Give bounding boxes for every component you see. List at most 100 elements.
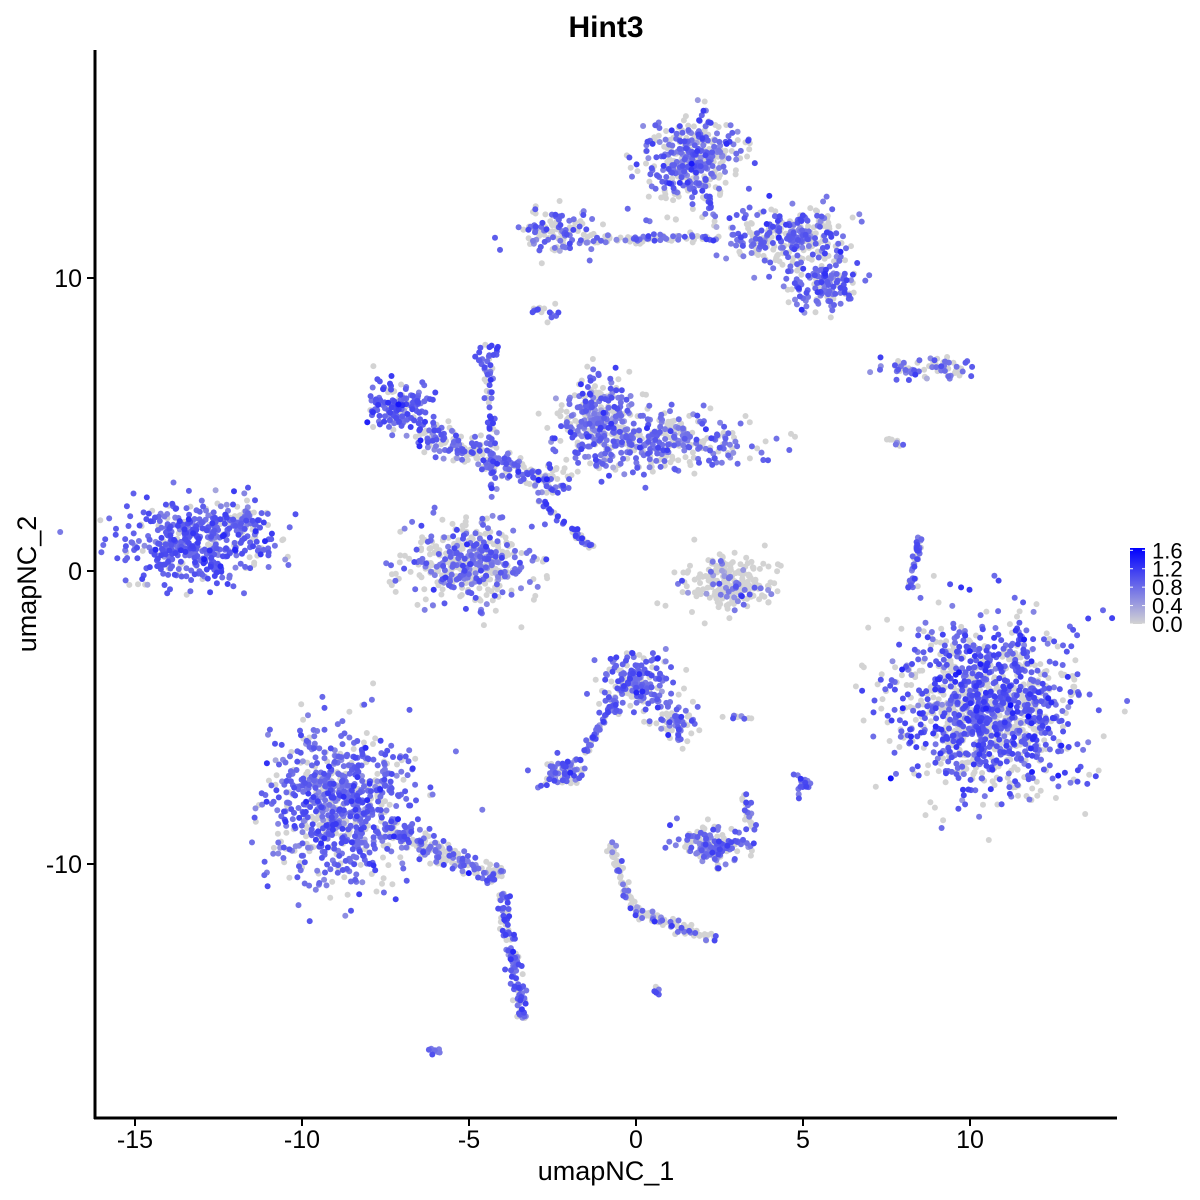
point bbox=[488, 562, 495, 569]
point bbox=[246, 554, 253, 561]
point bbox=[619, 418, 626, 425]
point bbox=[250, 509, 257, 516]
point bbox=[657, 237, 664, 244]
point bbox=[1121, 708, 1128, 715]
point bbox=[461, 848, 468, 855]
point bbox=[205, 541, 211, 548]
point bbox=[751, 274, 758, 281]
point bbox=[1007, 642, 1014, 649]
point bbox=[557, 413, 564, 420]
point bbox=[725, 452, 732, 459]
point bbox=[584, 363, 591, 370]
point bbox=[283, 829, 290, 836]
point bbox=[581, 765, 588, 772]
point bbox=[1082, 811, 1089, 817]
point bbox=[668, 401, 675, 408]
point bbox=[583, 239, 590, 246]
point bbox=[305, 844, 311, 851]
point bbox=[886, 738, 893, 744]
point bbox=[494, 586, 501, 593]
point bbox=[785, 299, 792, 306]
point bbox=[915, 656, 922, 663]
point bbox=[664, 703, 671, 710]
point bbox=[532, 210, 539, 217]
point bbox=[649, 908, 656, 915]
point bbox=[285, 772, 292, 779]
point bbox=[592, 676, 599, 683]
point bbox=[956, 372, 963, 379]
point bbox=[860, 664, 867, 671]
point bbox=[671, 569, 678, 576]
point bbox=[768, 591, 775, 598]
point bbox=[662, 658, 669, 665]
point bbox=[942, 779, 949, 786]
point bbox=[298, 822, 305, 829]
point bbox=[386, 801, 393, 808]
point bbox=[977, 612, 984, 619]
point bbox=[366, 849, 373, 856]
point bbox=[485, 399, 492, 406]
point bbox=[723, 593, 730, 600]
point bbox=[675, 457, 682, 464]
point bbox=[722, 179, 729, 186]
point bbox=[754, 212, 761, 218]
point bbox=[310, 727, 317, 733]
point bbox=[552, 448, 559, 455]
point bbox=[344, 891, 351, 898]
point bbox=[286, 524, 293, 531]
point bbox=[550, 234, 556, 241]
point bbox=[482, 580, 489, 587]
point bbox=[843, 245, 849, 252]
point bbox=[493, 581, 500, 588]
point bbox=[667, 408, 673, 415]
point bbox=[717, 591, 724, 598]
point bbox=[289, 816, 296, 823]
point bbox=[825, 291, 832, 298]
point bbox=[746, 572, 753, 579]
point bbox=[403, 844, 410, 851]
point bbox=[714, 130, 720, 137]
point bbox=[1043, 630, 1050, 637]
point bbox=[694, 233, 701, 239]
point bbox=[750, 565, 757, 572]
point bbox=[719, 832, 726, 838]
point bbox=[188, 577, 195, 583]
point bbox=[746, 229, 753, 236]
point bbox=[370, 363, 377, 370]
point bbox=[718, 459, 725, 466]
point bbox=[266, 726, 273, 733]
point bbox=[740, 567, 747, 573]
point bbox=[1000, 645, 1007, 652]
point bbox=[722, 168, 728, 175]
point bbox=[628, 401, 635, 408]
point bbox=[727, 567, 734, 574]
point bbox=[675, 416, 682, 423]
point bbox=[542, 211, 549, 218]
point bbox=[317, 778, 324, 785]
point bbox=[741, 586, 748, 593]
point bbox=[1046, 636, 1053, 642]
point bbox=[991, 782, 998, 789]
point bbox=[589, 356, 596, 362]
point bbox=[404, 772, 411, 779]
point bbox=[339, 718, 346, 725]
point bbox=[773, 435, 780, 442]
point bbox=[421, 586, 428, 593]
point bbox=[217, 503, 224, 510]
point bbox=[261, 872, 268, 879]
point bbox=[493, 862, 500, 869]
point bbox=[534, 583, 541, 590]
point bbox=[840, 233, 846, 240]
point bbox=[671, 162, 678, 168]
point bbox=[459, 868, 466, 875]
point bbox=[734, 848, 741, 855]
point bbox=[812, 230, 819, 237]
point bbox=[866, 272, 873, 279]
point bbox=[771, 580, 778, 587]
point bbox=[326, 801, 333, 808]
point bbox=[786, 447, 793, 453]
point bbox=[622, 237, 629, 244]
point bbox=[657, 231, 664, 238]
point bbox=[359, 778, 366, 784]
point bbox=[722, 861, 729, 868]
